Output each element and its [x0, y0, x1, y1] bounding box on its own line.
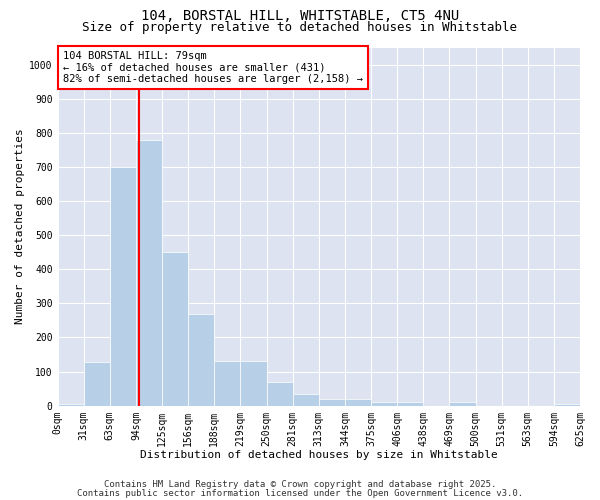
Bar	[449, 402, 476, 406]
Bar	[241, 362, 266, 406]
Bar	[266, 382, 293, 406]
Y-axis label: Number of detached properties: Number of detached properties	[15, 128, 25, 324]
Bar	[83, 362, 110, 406]
Text: Contains HM Land Registry data © Crown copyright and database right 2025.: Contains HM Land Registry data © Crown c…	[104, 480, 496, 489]
Bar	[162, 252, 188, 406]
Bar	[58, 404, 83, 406]
Bar	[110, 167, 136, 406]
Bar	[397, 402, 423, 406]
Text: Contains public sector information licensed under the Open Government Licence v3: Contains public sector information licen…	[77, 488, 523, 498]
Bar	[345, 399, 371, 406]
Text: 104, BORSTAL HILL, WHITSTABLE, CT5 4NU: 104, BORSTAL HILL, WHITSTABLE, CT5 4NU	[141, 9, 459, 23]
Bar	[136, 140, 162, 406]
Text: Size of property relative to detached houses in Whitstable: Size of property relative to detached ho…	[83, 21, 517, 34]
Bar	[319, 399, 345, 406]
Bar	[188, 314, 214, 406]
Bar	[214, 362, 241, 406]
Bar	[371, 402, 397, 406]
Text: 104 BORSTAL HILL: 79sqm
← 16% of detached houses are smaller (431)
82% of semi-d: 104 BORSTAL HILL: 79sqm ← 16% of detache…	[63, 51, 363, 84]
X-axis label: Distribution of detached houses by size in Whitstable: Distribution of detached houses by size …	[140, 450, 497, 460]
Bar	[554, 404, 580, 406]
Bar	[293, 394, 319, 406]
